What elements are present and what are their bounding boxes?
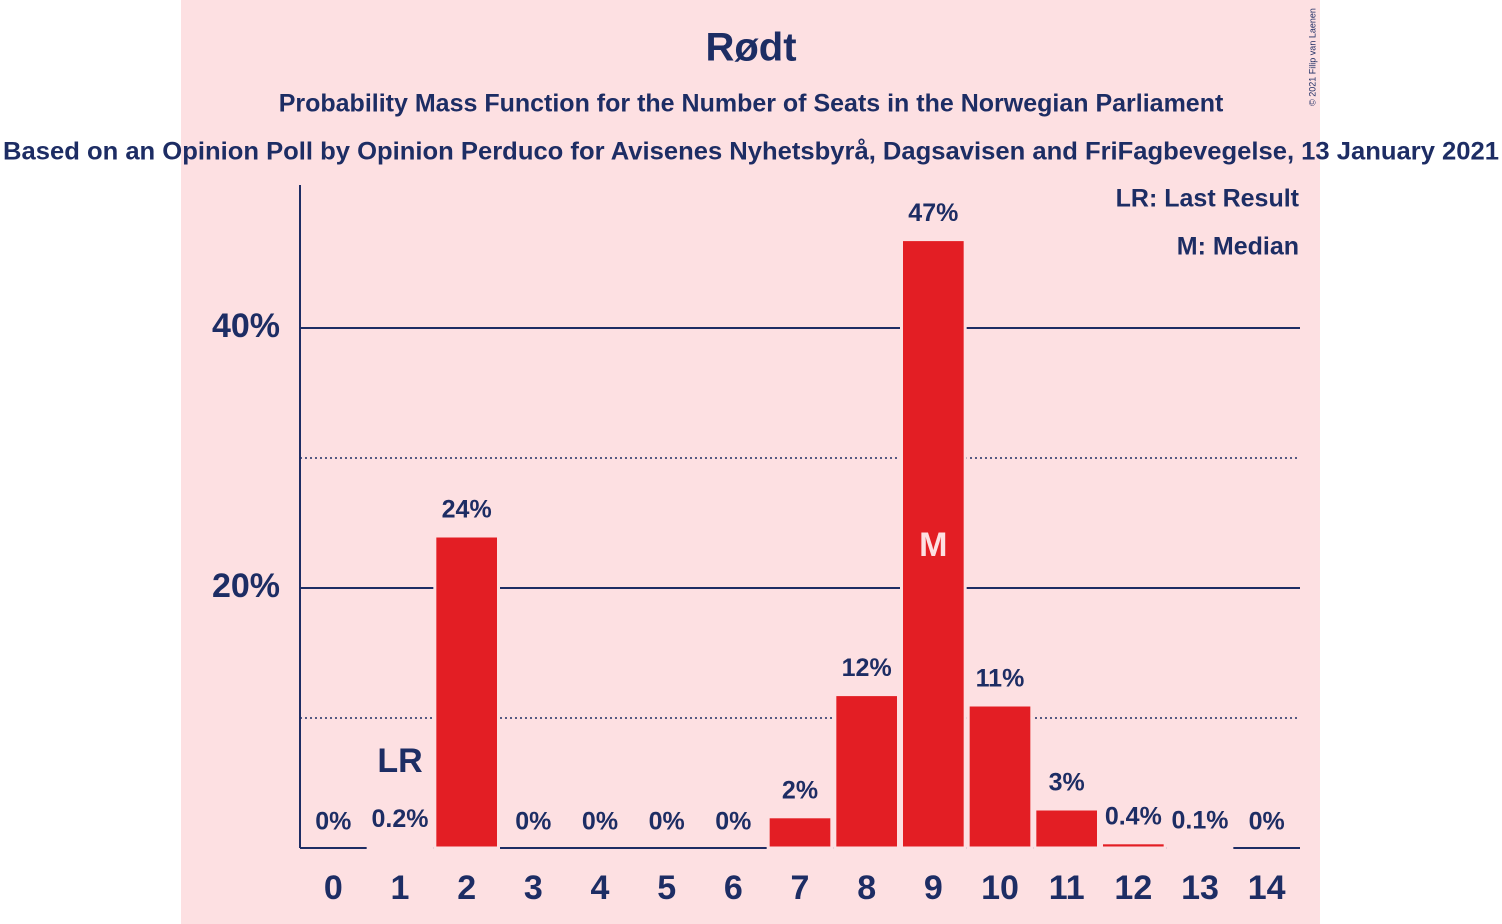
x-tick-label: 13 [1181, 869, 1219, 907]
background [181, 0, 1320, 924]
x-tick-label: 14 [1248, 869, 1286, 907]
x-tick-label: 5 [657, 869, 676, 907]
bar [366, 843, 434, 850]
source-line: Based on an Opinion Poll by Opinion Perd… [3, 138, 1499, 166]
bar [966, 703, 1034, 850]
value-label: 11% [976, 665, 1025, 693]
y-tick-label: 40% [212, 307, 280, 345]
x-tick-label: 11 [1049, 869, 1085, 907]
value-label: 24% [442, 496, 492, 524]
value-label: 12% [842, 654, 892, 682]
bar [1033, 807, 1101, 850]
x-tick-label: 6 [724, 869, 743, 907]
value-label: 0% [715, 808, 751, 836]
value-label: 0% [1249, 808, 1285, 836]
x-tick-label: 0 [324, 869, 343, 907]
value-label: 0.2% [372, 805, 429, 833]
bar [1100, 841, 1167, 850]
value-label: 0% [649, 808, 685, 836]
bar [900, 238, 967, 850]
x-tick-label: 7 [791, 869, 810, 907]
bar [1166, 845, 1234, 850]
x-tick-label: 9 [924, 869, 943, 907]
y-tick-label: 20% [212, 567, 280, 605]
value-label: 3% [1049, 769, 1085, 797]
legend-entry: LR: Last Result [1116, 185, 1300, 213]
value-label: 0% [515, 808, 551, 836]
legend-entry: M: Median [1177, 233, 1299, 261]
chart-title: Rødt [705, 26, 796, 70]
value-label: 2% [782, 776, 818, 804]
value-label: 0.4% [1105, 802, 1162, 830]
x-tick-label: 10 [981, 869, 1019, 907]
bar [766, 815, 834, 850]
value-label: 0% [582, 808, 618, 836]
bar [833, 693, 900, 850]
x-tick-label: 8 [857, 869, 876, 907]
median-marker: M [919, 526, 947, 564]
x-tick-label: 3 [524, 869, 543, 907]
chart-subtitle: Probability Mass Function for the Number… [279, 90, 1224, 118]
last-result-marker: LR [377, 742, 422, 780]
x-tick-label: 1 [391, 869, 410, 907]
x-tick-label: 4 [591, 869, 610, 907]
x-tick-label: 2 [457, 869, 476, 907]
value-label: 0.1% [1172, 806, 1229, 834]
value-label: 47% [908, 199, 958, 227]
value-label: 0% [315, 808, 351, 836]
x-tick-label: 12 [1114, 869, 1152, 907]
bar [433, 534, 501, 850]
copyright: © 2021 Filip van Laenen [1307, 8, 1317, 106]
